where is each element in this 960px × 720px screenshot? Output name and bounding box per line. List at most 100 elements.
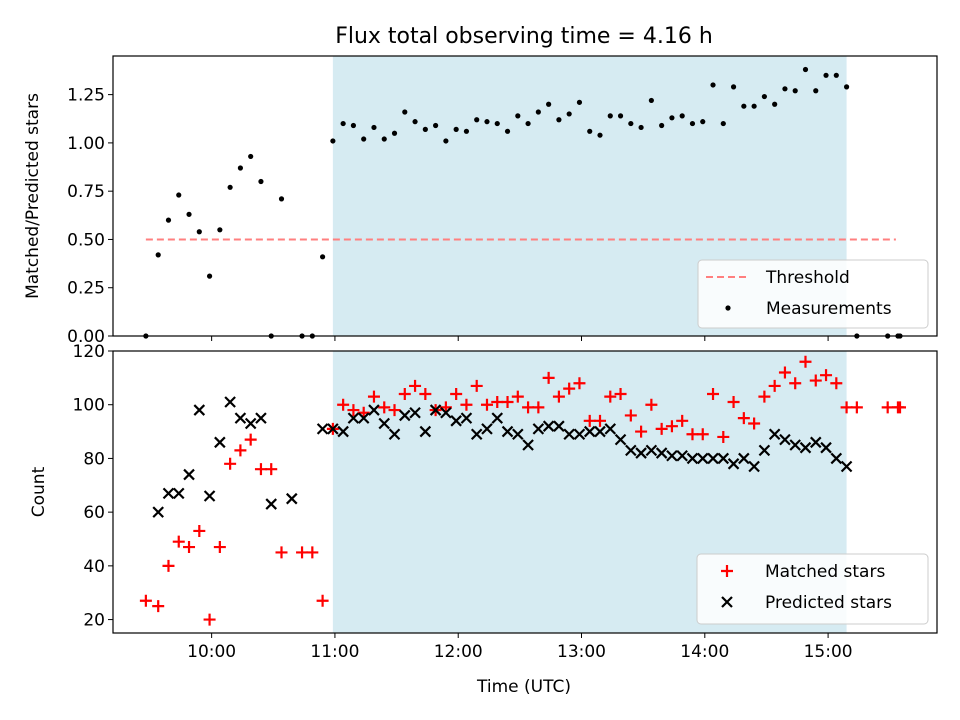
bottom-marks bbox=[139, 355, 907, 626]
matched-star-point bbox=[511, 390, 524, 403]
y-tick-label: 0.25 bbox=[67, 279, 105, 299]
legend-box bbox=[696, 553, 929, 625]
legend-predicted-swatch bbox=[721, 596, 733, 608]
predicted-star-point bbox=[512, 428, 524, 441]
measurement-point bbox=[659, 122, 665, 129]
matched-star-point bbox=[758, 390, 771, 403]
y-tick-label: 1.25 bbox=[67, 86, 105, 106]
measurement-point bbox=[823, 72, 829, 78]
bottom-legend: Matched stars Predicted stars bbox=[696, 553, 929, 625]
predicted-star-point bbox=[594, 425, 606, 438]
measurement-point bbox=[412, 119, 418, 125]
measurement-point bbox=[155, 252, 161, 258]
legend-measurements-swatch bbox=[725, 305, 731, 311]
matched-star-point bbox=[275, 546, 288, 559]
matched-star-point bbox=[203, 613, 216, 626]
bottom-x-ticks: 10:00 11:00 12:00 13:00 14:00 15:00 bbox=[187, 633, 853, 662]
predicted-star-point bbox=[789, 439, 801, 451]
predicted-star-point bbox=[563, 428, 575, 441]
matched-star-point bbox=[316, 594, 329, 607]
predicted-star-point bbox=[809, 436, 822, 449]
top-axes-frame bbox=[112, 55, 938, 337]
matched-star-point bbox=[840, 401, 853, 414]
predicted-star-point bbox=[368, 404, 380, 416]
predicted-star-point bbox=[738, 452, 750, 465]
matched-star-point bbox=[367, 390, 380, 403]
predicted-star-point bbox=[255, 412, 267, 424]
matched-star-point bbox=[768, 379, 781, 392]
predicted-star-point bbox=[388, 428, 401, 441]
y-tick-label: 60 bbox=[83, 503, 105, 523]
predicted-star-point bbox=[830, 452, 843, 465]
predicted-star-point bbox=[265, 498, 278, 510]
measurement-point bbox=[576, 99, 583, 105]
matched-star-point bbox=[789, 377, 802, 390]
predicted-star-point bbox=[337, 425, 349, 438]
measurement-point bbox=[165, 217, 172, 223]
matched-star-point bbox=[224, 457, 237, 470]
matched-star-point bbox=[378, 401, 391, 414]
measurement-point bbox=[504, 128, 511, 134]
predicted-star-point bbox=[768, 428, 781, 441]
measurement-point bbox=[792, 88, 798, 94]
measurement-point bbox=[648, 97, 654, 104]
matched-star-point bbox=[604, 390, 617, 403]
measurement-point bbox=[741, 103, 747, 109]
predicted-star-point bbox=[553, 420, 565, 432]
measurement-point bbox=[843, 84, 850, 90]
predicted-star-point bbox=[327, 423, 339, 435]
predicted-star-point bbox=[532, 423, 545, 435]
matched-star-point bbox=[419, 387, 432, 400]
matched-star-point bbox=[894, 401, 907, 414]
measurement-point bbox=[402, 109, 408, 115]
predicted-star-point bbox=[460, 412, 473, 424]
measurement-point bbox=[433, 122, 439, 129]
measurement-point bbox=[607, 113, 613, 119]
measurement-point bbox=[463, 128, 470, 134]
matched-star-point bbox=[624, 409, 637, 422]
matched-star-point bbox=[737, 412, 750, 425]
measurement-point bbox=[248, 153, 254, 160]
measurement-point bbox=[186, 211, 192, 217]
predicted-star-point bbox=[409, 406, 421, 419]
predicted-star-point bbox=[635, 447, 647, 459]
measurement-point bbox=[669, 115, 675, 121]
measurement-point bbox=[638, 124, 644, 131]
measurement-point bbox=[494, 120, 500, 127]
measurement-point bbox=[330, 138, 336, 144]
predicted-star-point bbox=[573, 428, 586, 441]
predicted-star-point bbox=[172, 487, 185, 500]
legend-threshold-label: Threshold bbox=[765, 268, 850, 288]
measurement-point bbox=[802, 66, 809, 73]
top-legend: Threshold Measurements bbox=[697, 259, 929, 329]
predicted-star-point bbox=[717, 452, 730, 465]
measurement-point bbox=[278, 196, 285, 202]
matched-star-point bbox=[645, 398, 658, 411]
measurement-point bbox=[535, 109, 541, 115]
measurement-point bbox=[484, 119, 490, 125]
matched-star-point bbox=[470, 379, 483, 392]
predicted-star-point bbox=[316, 423, 329, 435]
matched-star-point bbox=[748, 417, 761, 430]
measurement-point bbox=[237, 165, 244, 171]
measurement-point bbox=[453, 126, 459, 132]
matched-star-point bbox=[809, 374, 822, 387]
predicted-star-point bbox=[522, 439, 534, 451]
x-tick-label: 13:00 bbox=[557, 642, 606, 662]
measurement-point bbox=[319, 254, 326, 260]
matched-star-point bbox=[501, 396, 514, 409]
chart-title: Flux total observing time = 4.16 h bbox=[335, 24, 713, 49]
matched-star-point bbox=[830, 377, 843, 390]
matched-star-point bbox=[398, 387, 411, 400]
measurement-point bbox=[474, 117, 480, 123]
predicted-star-point bbox=[440, 406, 452, 419]
predicted-star-point bbox=[655, 447, 668, 459]
matched-star-point bbox=[583, 414, 596, 427]
matched-star-point bbox=[265, 463, 278, 476]
matched-star-point bbox=[850, 401, 863, 414]
predicted-star-point bbox=[758, 444, 771, 457]
predicted-star-point bbox=[357, 412, 370, 424]
measurement-point bbox=[525, 120, 531, 127]
x-tick-label: 12:00 bbox=[434, 642, 483, 662]
